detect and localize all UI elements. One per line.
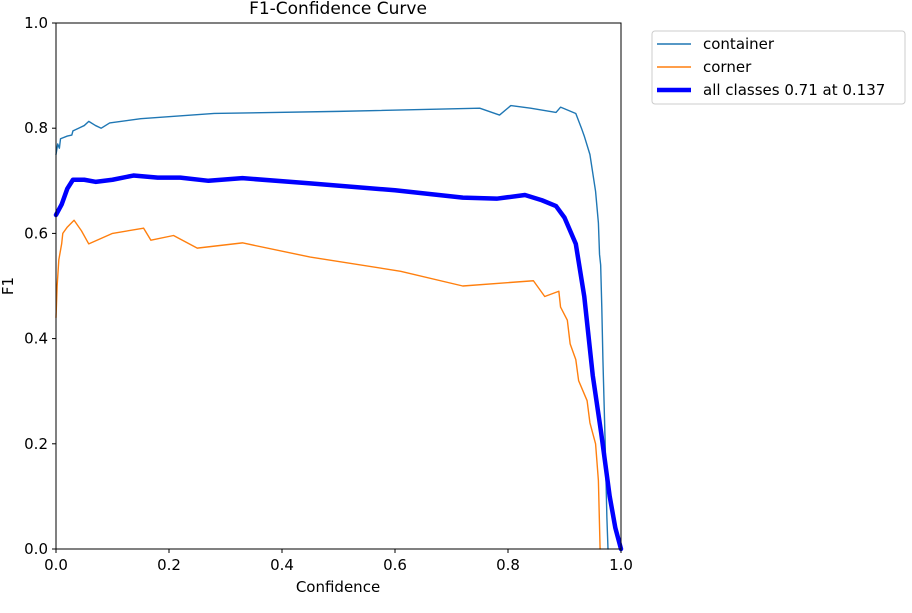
legend-box bbox=[651, 30, 906, 105]
legend-label-all-classes: all classes 0.71 at 0.137 bbox=[703, 81, 885, 99]
y-tick-label: 0.0 bbox=[24, 540, 48, 558]
y-tick-label: 0.6 bbox=[24, 224, 48, 242]
series-line-corner bbox=[55, 219, 601, 550]
plot-frame bbox=[55, 22, 622, 550]
series-line-container bbox=[55, 104, 609, 550]
y-tick-label: 0.8 bbox=[24, 119, 48, 137]
x-tick-label: 0.6 bbox=[383, 556, 407, 574]
y-tick-label: 0.4 bbox=[24, 330, 48, 348]
plot-lines bbox=[53, 104, 624, 552]
legend-label-corner: corner bbox=[703, 58, 752, 76]
legend: container corner all classes 0.71 at 0.1… bbox=[651, 30, 906, 105]
y-axis-ticks: 0.0 0.2 0.4 0.6 0.8 1.0 bbox=[24, 14, 56, 558]
x-tick-label: 0.0 bbox=[44, 556, 68, 574]
x-tick-label: 0.8 bbox=[496, 556, 520, 574]
y-tick-label: 1.0 bbox=[24, 14, 48, 32]
x-axis-ticks: 0.0 0.2 0.4 0.6 0.8 1.0 bbox=[44, 549, 633, 574]
y-tick-label: 0.2 bbox=[24, 435, 48, 453]
chart-title: F1-Confidence Curve bbox=[249, 0, 427, 19]
x-tick-label: 1.0 bbox=[609, 556, 633, 574]
legend-label-container: container bbox=[703, 35, 775, 53]
x-tick-label: 0.4 bbox=[270, 556, 294, 574]
series-line-all bbox=[53, 173, 624, 552]
y-axis-label: F1 bbox=[0, 277, 17, 295]
x-axis-label: Confidence bbox=[296, 578, 380, 596]
x-tick-label: 0.2 bbox=[157, 556, 181, 574]
